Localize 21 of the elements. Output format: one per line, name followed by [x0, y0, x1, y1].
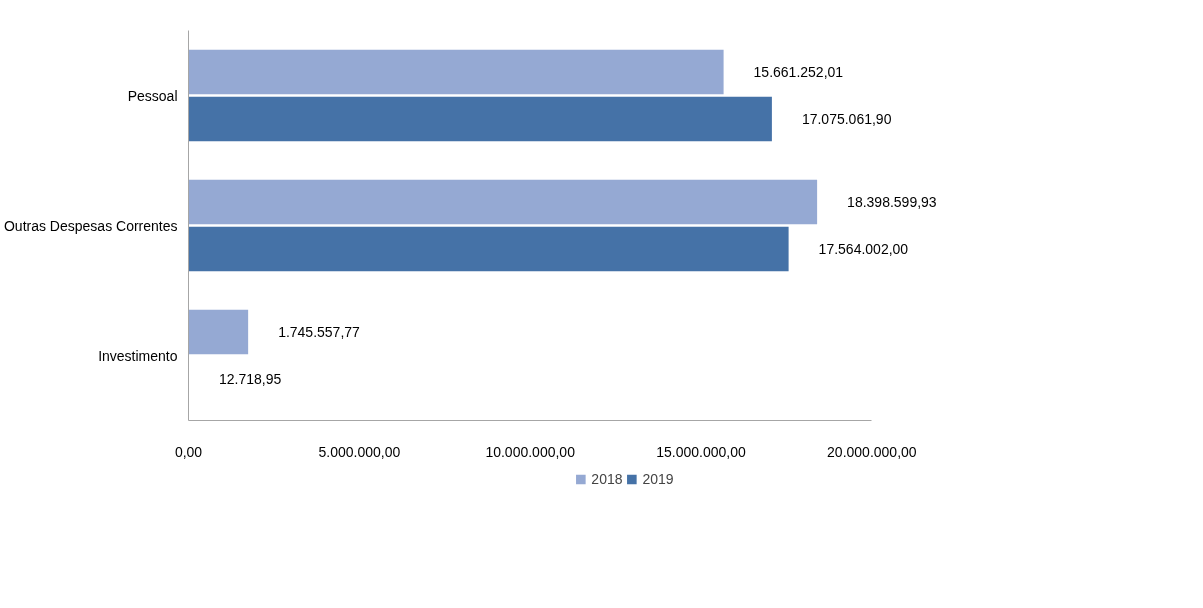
data-label: 17.564.002,00 — [818, 240, 909, 257]
y-tick-label: Pessoal — [127, 87, 178, 104]
x-tick-label: 20.000.000,00 — [827, 443, 917, 460]
data-label: 1.745.557,77 — [278, 324, 361, 341]
bar — [188, 179, 818, 225]
bar — [188, 226, 789, 272]
x-tick-label: 10.000.000,00 — [485, 443, 576, 460]
x-tick-label: 5.000.000,00 — [318, 443, 401, 460]
x-tick-label: 0,00 — [174, 443, 203, 460]
y-tick-label: Investimento — [98, 347, 178, 364]
legend-label: 2018 — [591, 471, 623, 487]
y-tick-label: Outras Despesas Correntes — [3, 217, 178, 234]
data-label: 17.075.061,90 — [801, 110, 892, 127]
bar — [188, 49, 724, 95]
data-label: 12.718,95 — [218, 370, 282, 387]
x-tick-label: 15.000.000,00 — [656, 443, 746, 460]
data-label: 18.398.599,93 — [847, 194, 937, 211]
legend-label: 2019 — [642, 471, 674, 487]
data-label: 15.661.252,01 — [753, 64, 844, 81]
bar — [188, 96, 772, 142]
bar — [188, 309, 249, 355]
